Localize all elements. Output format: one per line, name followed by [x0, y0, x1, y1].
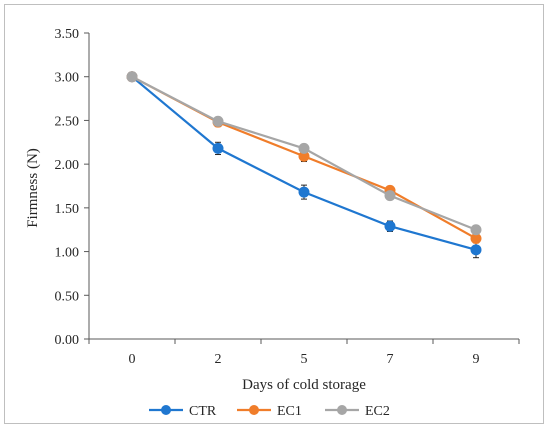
y-tick-labels: 0.00 0.50 1.00 1.50 2.00 2.50 3.00 3.50 [55, 27, 89, 348]
x-tick-label: 2 [215, 352, 222, 367]
y-tick-label: 0.00 [55, 333, 80, 348]
data-point-ctr [470, 244, 482, 256]
x-tick-label: 0 [129, 352, 136, 367]
data-point-ctr [298, 186, 310, 198]
y-tick-label: 2.50 [55, 114, 80, 129]
x-tick-labels: 0 2 5 7 9 [88, 339, 520, 367]
y-tick-label: 2.00 [55, 158, 80, 173]
data-point-ec2 [212, 115, 224, 127]
data-point-ec2 [126, 71, 138, 83]
series-ctr [126, 71, 482, 259]
x-tick-label: 5 [301, 352, 308, 367]
data-point-ec2 [384, 190, 396, 202]
legend-marker-ec2 [337, 405, 347, 415]
legend-item-ctr: CTR [149, 404, 217, 419]
data-point-ec2 [470, 224, 482, 236]
y-tick-label: 3.00 [55, 71, 80, 86]
y-tick-label: 3.50 [55, 27, 80, 42]
data-point-ec2 [298, 142, 310, 154]
series-ec2 [126, 71, 482, 236]
legend: CTR EC1 EC2 [149, 404, 390, 419]
axes [88, 33, 519, 340]
y-axis-label: Firmness (N) [25, 148, 41, 228]
legend-marker-ec1 [249, 405, 259, 415]
legend-label-ctr: CTR [189, 404, 217, 419]
legend-marker-ctr [161, 405, 171, 415]
x-tick-label: 7 [387, 352, 394, 367]
chart-frame: 0.00 0.50 1.00 1.50 2.00 2.50 3.00 3.50 0 2 5 7 9 F… [4, 4, 544, 424]
series-ec1 [126, 71, 482, 244]
legend-item-ec1: EC1 [237, 404, 302, 419]
y-tick-label: 1.00 [55, 246, 80, 261]
legend-item-ec2: EC2 [325, 404, 390, 419]
x-tick-label: 9 [473, 352, 480, 367]
y-tick-label: 0.50 [55, 289, 80, 304]
legend-label-ec2: EC2 [365, 404, 390, 419]
series-group [126, 71, 482, 259]
x-axis-label: Days of cold storage [242, 377, 366, 393]
legend-label-ec1: EC1 [277, 404, 302, 419]
y-tick-label: 1.50 [55, 202, 80, 217]
firmness-line-chart: 0.00 0.50 1.00 1.50 2.00 2.50 3.00 3.50 0 2 5 7 9 F… [25, 27, 520, 419]
data-point-ctr [384, 220, 396, 232]
data-point-ctr [212, 142, 224, 154]
